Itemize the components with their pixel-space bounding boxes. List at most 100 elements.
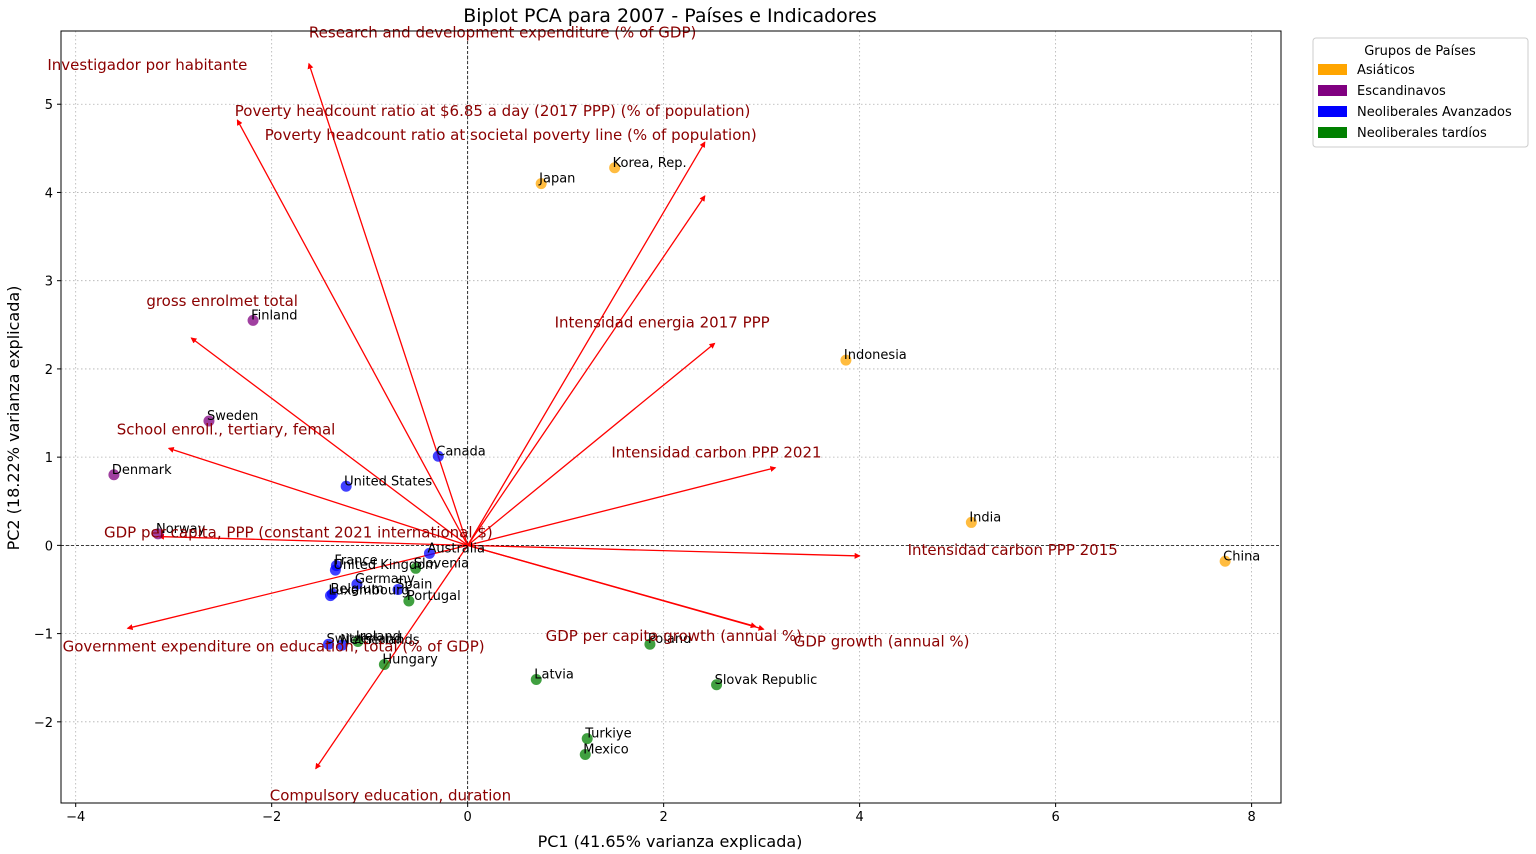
- loading-arrow: [126, 544, 468, 631]
- legend-box: [1312, 37, 1529, 148]
- country-label: Finland: [251, 308, 297, 323]
- country-label: Korea, Rep.: [613, 156, 687, 171]
- country-point: [644, 638, 656, 650]
- x-axis-label: PC1 (41.65% varianza explicada): [538, 832, 803, 850]
- loading-label: GDP per capita growth (annual %): [546, 627, 802, 645]
- legend-label: Escandinavos: [1357, 84, 1446, 99]
- country-labels: Japan Korea, Rep. Indonesia India China Finla…: [112, 156, 1260, 758]
- loading-label: GDP per capita, PPP (constant 2021 inter…: [104, 524, 493, 542]
- y-tick-label: 0: [45, 539, 53, 554]
- loading-label: Investigador por habitante: [47, 56, 247, 74]
- legend-swatch: [1318, 127, 1347, 138]
- country-label: Norway: [156, 522, 206, 537]
- country-label: Poland: [648, 632, 691, 647]
- country-points: [108, 162, 1231, 760]
- legend-swatch: [1318, 106, 1347, 117]
- country-point: [323, 638, 335, 650]
- loading-arrow: [467, 141, 706, 546]
- country-label: Spain: [396, 577, 432, 592]
- country-label: Canada: [436, 444, 485, 459]
- country-point: [152, 528, 164, 540]
- loading-arrows: [126, 62, 861, 770]
- country-point: [711, 679, 723, 691]
- loading-label: Intensidad carbon PPP 2015: [908, 541, 1118, 559]
- y-tick-label: −1: [34, 628, 53, 643]
- country-point: [247, 314, 259, 326]
- loading-arrow: [467, 544, 757, 629]
- loading-label: Compulsory education, duration: [270, 787, 511, 805]
- loading-label: Poverty headcount ratio at societal pove…: [265, 126, 757, 144]
- x-tick-label: −2: [262, 810, 281, 825]
- country-point: [329, 564, 341, 576]
- legend: Grupos de Países Asiáticos Escandinavos Ne…: [1312, 37, 1529, 148]
- x-tick-label: −4: [66, 810, 85, 825]
- legend-label: Neoliberales tardíos: [1357, 126, 1487, 141]
- country-label: United States: [344, 474, 432, 489]
- country-point: [340, 480, 352, 492]
- y-tick-label: 5: [45, 98, 53, 113]
- country-label: Denmark: [112, 463, 172, 478]
- loading-arrow: [236, 119, 469, 546]
- country-point: [392, 583, 404, 595]
- x-tick-label: 2: [660, 810, 668, 825]
- country-label: Luxembourg: [328, 584, 409, 599]
- country-point: [108, 469, 120, 481]
- country-label: Indonesia: [844, 348, 907, 363]
- legend-label: Neoliberales Avanzados: [1357, 105, 1512, 120]
- y-tick-label: −2: [34, 716, 53, 731]
- country-label: Netherlands: [340, 633, 419, 648]
- country-point: [530, 673, 542, 685]
- country-point: [410, 562, 422, 574]
- country-label: Latvia: [534, 667, 574, 682]
- loading-arrow: [467, 544, 861, 559]
- country-point: [324, 590, 336, 602]
- country-label: Turkiye: [584, 727, 631, 742]
- chart-title: Biplot PCA para 2007 - Países e Indicado…: [463, 5, 877, 27]
- country-point: [403, 595, 415, 607]
- country-label: China: [1223, 549, 1260, 564]
- loading-label: GDP growth (annual %): [794, 633, 970, 651]
- grid-lines: [61, 31, 1281, 803]
- country-point: [351, 578, 363, 590]
- loading-arrow: [467, 466, 777, 547]
- plot-frame: [60, 30, 1282, 804]
- y-tick-label: 3: [45, 275, 53, 290]
- country-point: [423, 547, 435, 559]
- country-label: United Kingdom: [333, 558, 437, 573]
- loading-arrow: [467, 195, 706, 546]
- country-label: Japan: [538, 172, 575, 187]
- country-point: [203, 415, 215, 427]
- country-point: [1219, 555, 1231, 567]
- country-point: [965, 516, 977, 528]
- loading-arrow: [315, 545, 469, 770]
- country-label: Switzerland: [327, 632, 403, 647]
- legend-swatch: [1318, 85, 1347, 96]
- country-label: Germany: [355, 572, 415, 587]
- country-point: [535, 178, 547, 190]
- country-label: Belgium: [330, 582, 383, 597]
- legend-label: Asiáticos: [1357, 63, 1415, 78]
- legend-title: Grupos de Países: [1364, 44, 1476, 59]
- loading-arrow: [190, 337, 469, 546]
- loading-arrow: [167, 447, 468, 546]
- loading-label: Research and development expenditure (% …: [309, 24, 696, 42]
- country-point: [840, 354, 852, 366]
- country-label: Slovak Republic: [715, 673, 818, 688]
- country-point: [336, 639, 348, 651]
- zero-lines: [61, 31, 1281, 803]
- y-tick-label: 4: [45, 186, 53, 201]
- loading-label: School enroll., tertiary, femal: [117, 420, 336, 438]
- country-point: [579, 748, 591, 760]
- loading-arrow: [157, 533, 468, 547]
- loading-label: gross enrolmet total: [146, 292, 298, 310]
- loading-label: Government expenditure on education, tot…: [63, 637, 485, 655]
- country-point: [581, 733, 593, 745]
- country-point: [609, 162, 621, 174]
- x-tick-label: 6: [1051, 810, 1059, 825]
- legend-swatch: [1318, 64, 1347, 75]
- loading-label: Poverty headcount ratio at $6.85 a day (…: [235, 102, 751, 120]
- y-tick-label: 1: [45, 451, 53, 466]
- country-label: France: [334, 554, 377, 569]
- loading-labels: Research and development expenditure (% …: [47, 24, 1117, 805]
